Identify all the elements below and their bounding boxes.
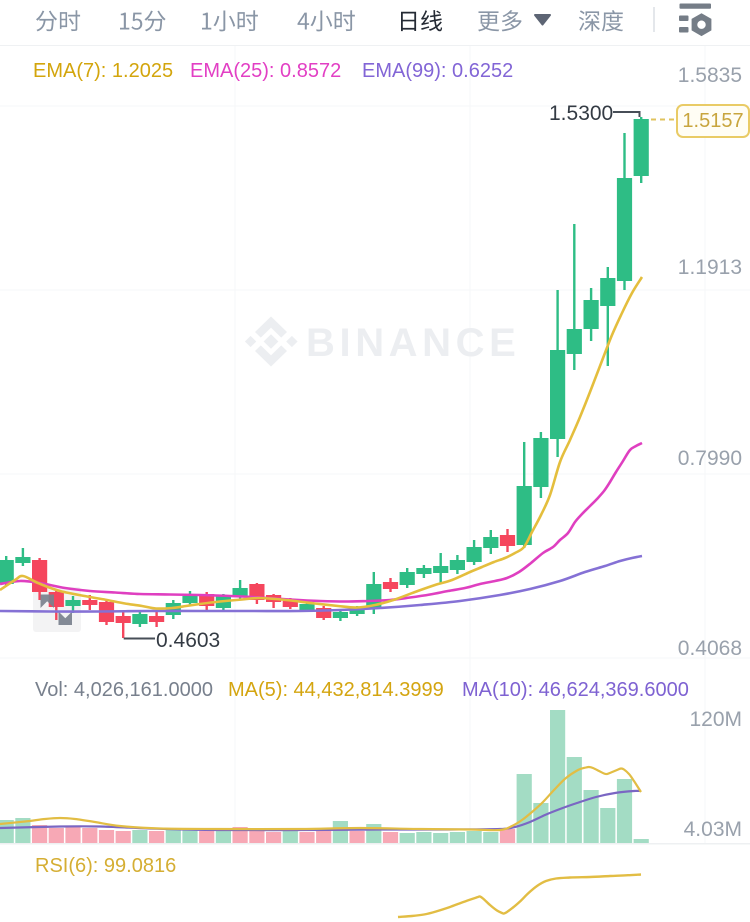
svg-text:BINANCE: BINANCE bbox=[306, 321, 520, 365]
